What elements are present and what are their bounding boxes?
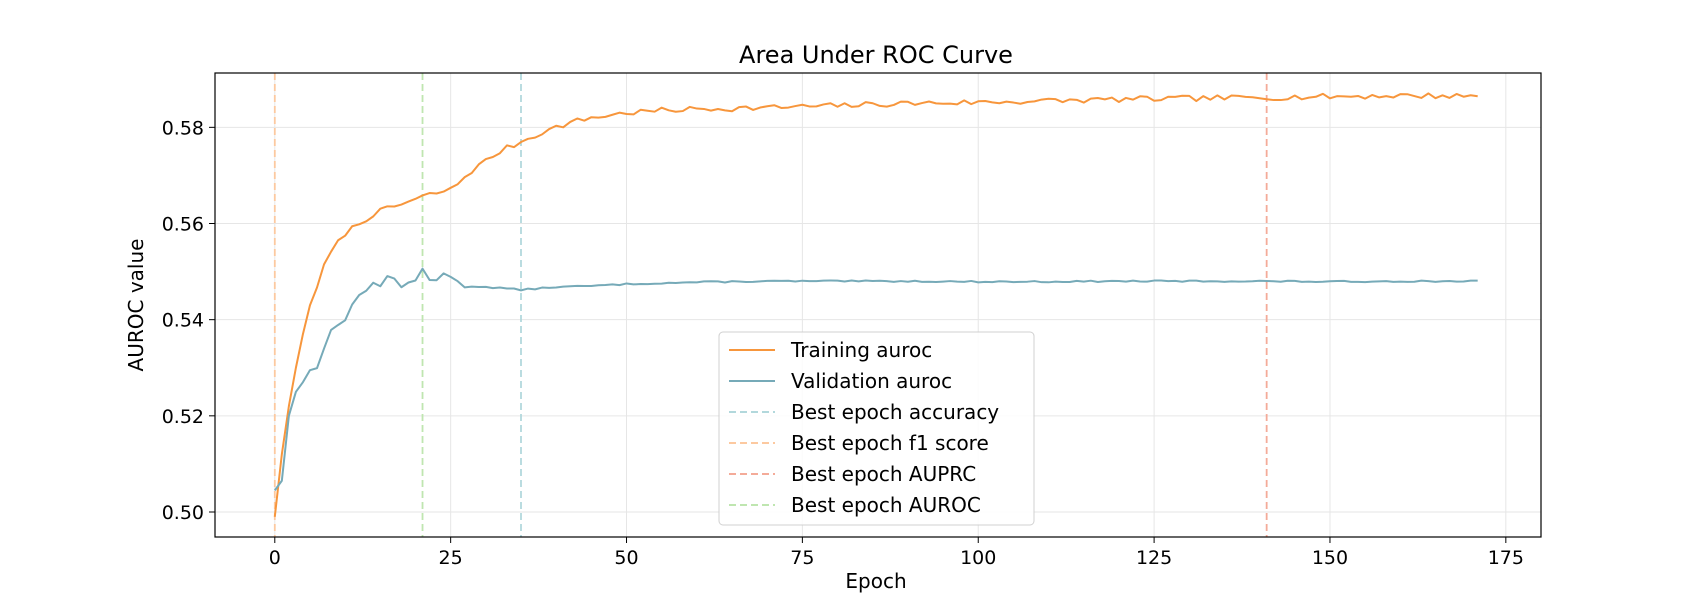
x-tick-label: 175 bbox=[1488, 547, 1524, 569]
x-tick-label: 50 bbox=[614, 547, 638, 569]
series-lines bbox=[273, 92, 1478, 517]
x-tick-label: 25 bbox=[439, 547, 463, 569]
y-tick-label: 0.52 bbox=[162, 406, 204, 428]
x-tick-label: 75 bbox=[790, 547, 814, 569]
y-axis-label: AUROC value bbox=[124, 239, 148, 372]
x-tick-label: 125 bbox=[1136, 547, 1172, 569]
x-tick-label: 0 bbox=[269, 547, 281, 569]
plot-area: 0 25 50 75 100 125 150 175 0.50 0.52 0.54 0.56 0.58 bbox=[162, 72, 1542, 569]
chart-title: Area Under ROC Curve bbox=[739, 41, 1013, 69]
series-validation-auroc bbox=[273, 267, 1478, 491]
x-tick-label: 150 bbox=[1312, 547, 1348, 569]
series-training-auroc bbox=[273, 92, 1478, 517]
legend-label: Best epoch f1 score bbox=[791, 431, 989, 455]
y-tick-label: 0.54 bbox=[162, 310, 204, 332]
legend: Training auroc Validation auroc Best epoch… bbox=[718, 331, 1035, 526]
vertical-markers bbox=[273, 73, 1268, 537]
y-tick-label: 0.58 bbox=[162, 117, 204, 139]
legend-label: Best epoch AUPRC bbox=[791, 462, 976, 486]
legend-label: Best epoch AUROC bbox=[791, 493, 981, 517]
y-axis-ticks: 0.50 0.52 0.54 0.56 0.58 bbox=[162, 117, 215, 524]
x-tick-label: 100 bbox=[960, 547, 996, 569]
legend-box bbox=[718, 331, 1035, 526]
legend-label: Validation auroc bbox=[791, 369, 952, 393]
y-tick-label: 0.50 bbox=[162, 502, 204, 524]
plot-frame bbox=[214, 72, 1542, 538]
legend-label: Training auroc bbox=[790, 338, 932, 362]
y-tick-label: 0.56 bbox=[162, 213, 204, 235]
x-axis-label: Epoch bbox=[845, 569, 906, 593]
x-axis-ticks: 0 25 50 75 100 125 150 175 bbox=[269, 537, 1524, 569]
legend-label: Best epoch accuracy bbox=[791, 400, 999, 424]
